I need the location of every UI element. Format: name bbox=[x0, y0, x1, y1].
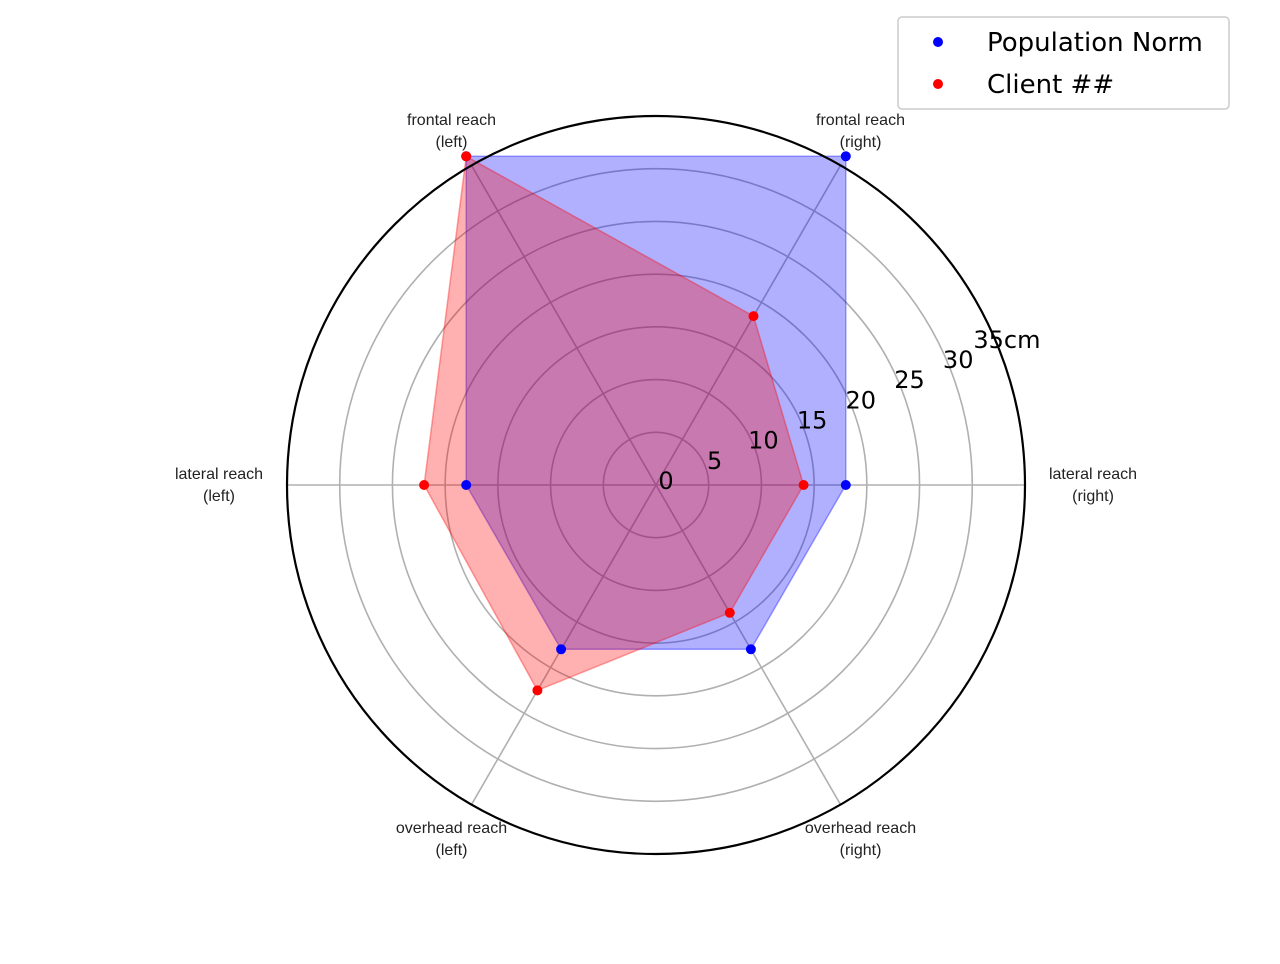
data-point-series-1 bbox=[748, 311, 759, 322]
category-label: lateral reach bbox=[1049, 466, 1137, 483]
category-label: (left) bbox=[203, 488, 235, 505]
category-label: (right) bbox=[840, 842, 882, 859]
grid-spoke bbox=[470, 484, 657, 805]
radial-tick-label: 25 bbox=[894, 366, 925, 394]
grid-layer bbox=[287, 165, 1025, 805]
radial-tick-label: 5 bbox=[707, 447, 722, 475]
category-label: lateral reach bbox=[175, 466, 263, 483]
radial-tick-label: 15 bbox=[797, 407, 828, 435]
outer-frame-circle bbox=[285, 114, 1027, 856]
data-point-series-1 bbox=[461, 151, 472, 162]
series-fill-layer bbox=[423, 155, 847, 692]
legend-marker-0 bbox=[933, 37, 943, 47]
radial-tick-label: 35cm bbox=[973, 326, 1040, 354]
legend-label-0: Population Norm bbox=[987, 28, 1203, 58]
grid-spoke bbox=[655, 165, 842, 486]
category-label: (right) bbox=[840, 134, 882, 151]
data-point-series-0 bbox=[840, 151, 851, 162]
category-label: overhead reach bbox=[396, 820, 507, 837]
legend-label-1: Client ## bbox=[987, 70, 1114, 100]
legend-box bbox=[897, 16, 1230, 110]
category-label: frontal reach bbox=[407, 112, 496, 129]
radial-tick-label: 30 bbox=[943, 346, 974, 374]
data-point-series-1 bbox=[724, 607, 735, 618]
category-label: frontal reach bbox=[816, 112, 905, 129]
radial-tick-label: 0 bbox=[658, 467, 673, 495]
grid-spoke bbox=[655, 484, 842, 805]
data-point-series-0 bbox=[556, 644, 567, 655]
data-point-series-0 bbox=[461, 480, 472, 490]
grid-spoke bbox=[470, 165, 657, 486]
outer-ring-layer bbox=[285, 114, 1027, 856]
data-point-series-1 bbox=[798, 480, 809, 490]
data-point-series-1 bbox=[532, 685, 543, 696]
data-point-series-0 bbox=[745, 644, 756, 655]
category-label: (right) bbox=[1072, 488, 1114, 505]
category-label: (left) bbox=[436, 134, 468, 151]
radial-tick-label: 10 bbox=[748, 427, 779, 455]
radial-tick-label: 20 bbox=[846, 386, 877, 414]
legend-marker-1 bbox=[933, 79, 943, 89]
series-point-layer bbox=[419, 151, 851, 696]
category-label: (left) bbox=[436, 842, 468, 859]
category-label: overhead reach bbox=[805, 820, 916, 837]
data-point-series-0 bbox=[840, 480, 851, 490]
legend: Population Norm Client ## bbox=[897, 16, 1230, 110]
data-point-series-1 bbox=[419, 480, 430, 490]
